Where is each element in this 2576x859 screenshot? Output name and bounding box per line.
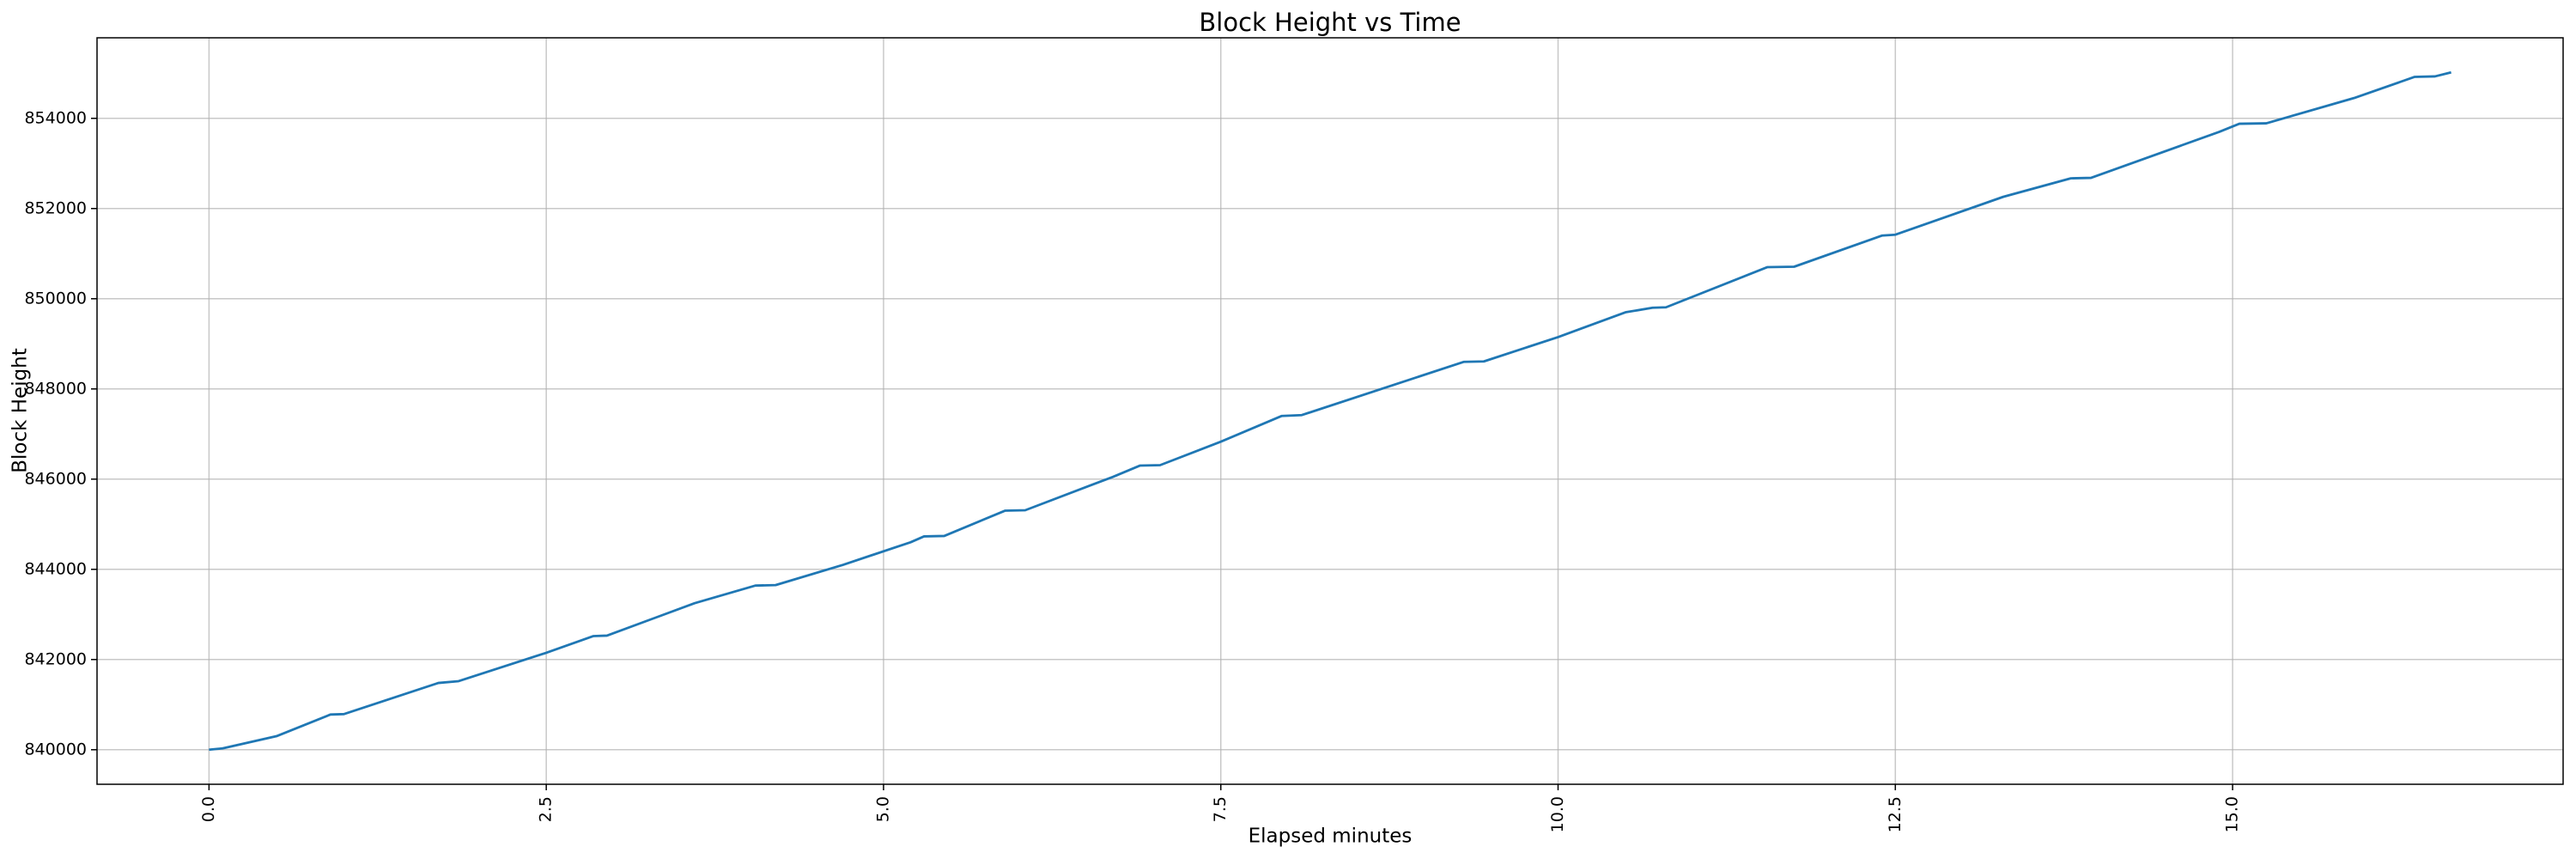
y-tick-label: 842000 — [24, 649, 87, 668]
y-tick-label: 850000 — [24, 289, 87, 308]
y-tick-label: 852000 — [24, 198, 87, 217]
y-tick-label: 844000 — [24, 559, 87, 578]
x-tick-label: 15.0 — [2223, 796, 2242, 832]
x-tick-label: 12.5 — [1886, 796, 1905, 832]
x-tick-label: 10.0 — [1548, 796, 1567, 832]
x-tick-label: 7.5 — [1211, 796, 1230, 822]
y-tick-label: 854000 — [24, 108, 87, 127]
x-tick-label: 0.0 — [199, 796, 218, 822]
y-tick-label: 848000 — [24, 379, 87, 398]
chart-title: Block Height vs Time — [1199, 8, 1461, 37]
plot-frame — [96, 37, 2564, 785]
x-axis-label: Elapsed minutes — [1249, 825, 1413, 848]
x-tick-label: 2.5 — [537, 796, 556, 822]
data-line — [209, 70, 2451, 752]
y-tick-label: 840000 — [24, 740, 87, 758]
x-tick-label: 5.0 — [873, 796, 892, 822]
y-tick-label: 846000 — [24, 469, 87, 488]
y-axis-label: Block Height — [9, 348, 32, 473]
